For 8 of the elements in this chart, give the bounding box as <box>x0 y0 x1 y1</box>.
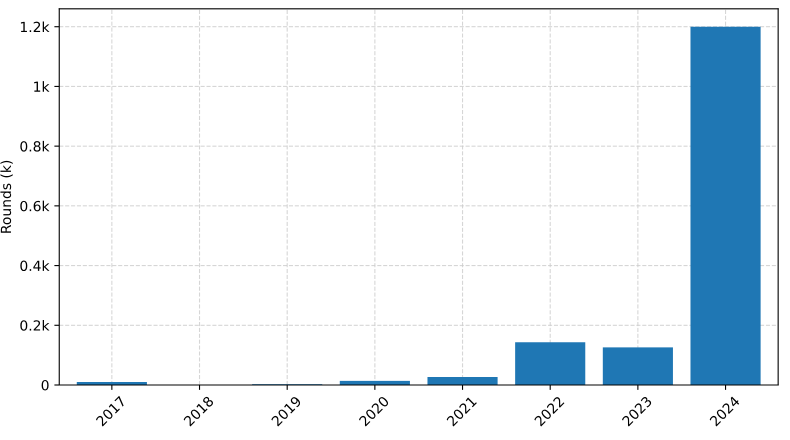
y-axis-title: Rounds (k) <box>0 160 13 233</box>
y-tick-label: 0.8k <box>20 140 50 152</box>
y-tick-label: 1.2k <box>20 21 50 32</box>
y-tick-label: 0 <box>42 380 49 390</box>
y-tick-label: 0.2k <box>20 320 50 331</box>
y-tick-label: 1k <box>34 81 50 92</box>
y-tick-label: 0.4k <box>20 260 50 272</box>
y-tick-label: 0.6k <box>20 200 50 212</box>
